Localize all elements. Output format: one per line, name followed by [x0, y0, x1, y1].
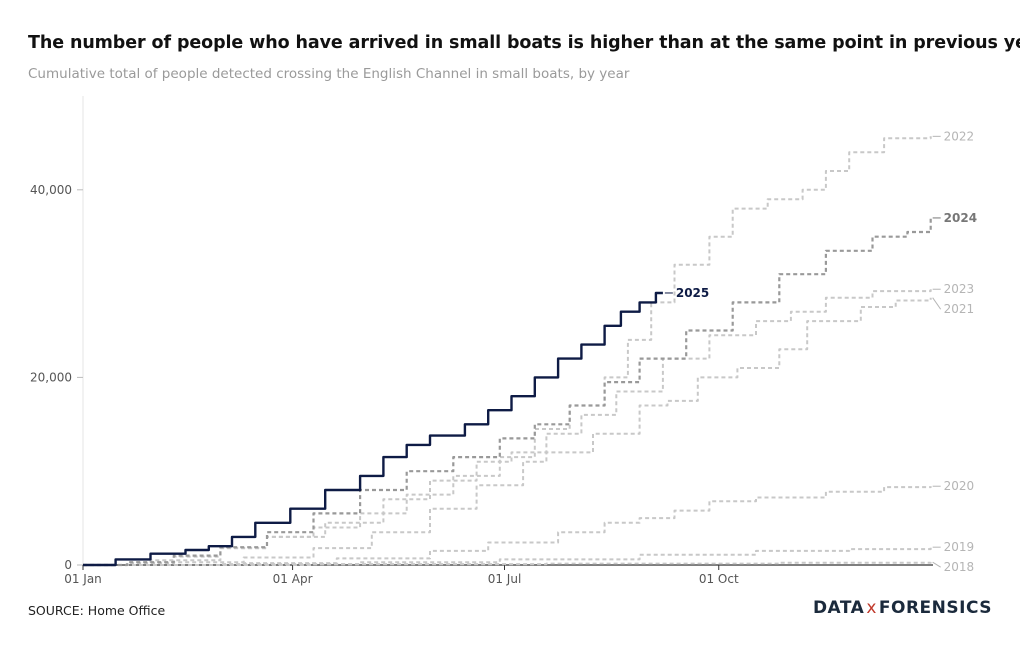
y-tick-label: 20,000 [30, 370, 72, 384]
series-line-2025 [83, 291, 663, 567]
end-label-2021: 2021 [944, 302, 975, 316]
end-label-2019: 2019 [944, 540, 975, 554]
end-label-2023: 2023 [944, 282, 975, 296]
data-forensics-logo: DATA x FORENSICS [813, 598, 992, 618]
series-line-2020 [83, 486, 932, 566]
end-label-2025: 2025 [676, 286, 709, 300]
end-label-layer: 2022 2024 2023 2021 2020 2019 2018 2025 [664, 129, 977, 574]
series-layer [83, 136, 932, 567]
end-label-2022: 2022 [944, 129, 975, 143]
y-tick-label: 40,000 [30, 183, 72, 197]
end-label-2018: 2018 [944, 560, 975, 574]
series-line-2021 [83, 297, 932, 566]
x-tick-label: 01 Oct [699, 572, 739, 586]
end-label-leader-2018 [932, 561, 941, 568]
source-note: SOURCE: Home Office [28, 603, 166, 618]
series-line-2024 [83, 217, 932, 567]
end-label-leader-2021 [932, 297, 942, 310]
logo-x-mark: x [866, 598, 877, 618]
x-tick-label: 01 Jan [64, 572, 102, 586]
logo-text-right: FORENSICS [878, 598, 992, 618]
series-line-2022 [83, 136, 932, 566]
logo-text-left: DATA [812, 598, 865, 618]
x-tick-label: 01 Apr [273, 572, 313, 586]
y-tick-label: 0 [64, 558, 72, 572]
chart-subtitle: Cumulative total of people detected cros… [28, 66, 630, 82]
chart-title: The number of people who have arrived in… [28, 33, 1020, 53]
series-line-2023 [83, 289, 932, 566]
end-label-2020: 2020 [944, 479, 975, 493]
end-label-2024: 2024 [944, 211, 977, 225]
axis-layer: 0 20,000 40,000 01 Jan 01 Apr 01 Jul 01 Oct [30, 183, 933, 586]
x-tick-label: 01 Jul [488, 572, 522, 586]
